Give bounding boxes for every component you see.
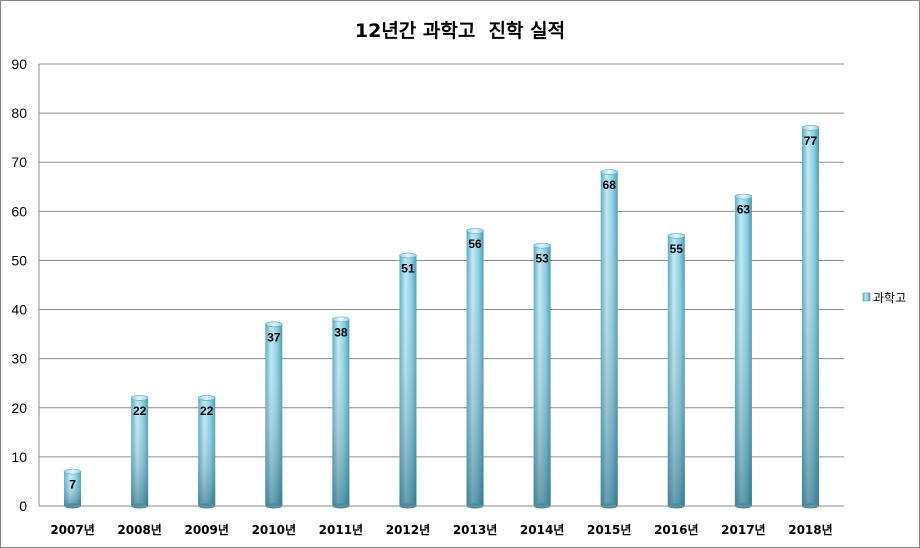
x-tick-label: 2016년 [654,523,698,537]
bar-shade [332,319,350,506]
y-tick-label: 0 [19,498,27,514]
bar-shade [64,471,82,506]
data-label: 51 [401,262,415,276]
bar-cap [130,395,149,401]
x-tick-label: 2015년 [587,523,631,537]
x-tick-label: 2011년 [319,523,363,537]
bar-cap [399,252,417,259]
y-tick-label: 30 [11,351,27,367]
bar-shade [667,235,685,506]
bar-shade [131,397,149,506]
data-label: 7 [69,478,76,492]
data-label: 68 [603,178,617,192]
bar-shade [265,324,283,506]
bar-shade [198,397,216,506]
y-tick-label: 50 [11,252,27,268]
bar [332,316,350,509]
bar [197,395,216,509]
bar-shade [533,245,551,506]
bar-cap [600,169,619,175]
x-axis: 2007년 2008년 2009년 2010년 2011년 2012년 2013년 2014년… [39,505,844,537]
x-tick-label: 2014년 [520,523,564,537]
bar [667,233,686,509]
legend-label: 과학고 [873,291,906,305]
y-tick-label: 20 [11,400,27,416]
bar-cap [264,321,283,328]
y-axis: 0 10 20 30 40 50 60 70 80 90 [11,56,40,514]
y-tick-label: 40 [11,302,27,318]
bar [264,321,283,509]
bar-shade [399,255,417,506]
x-tick-label: 2017년 [721,523,765,537]
bar-cap [197,395,216,401]
bar-cap [332,316,350,323]
x-tick-label: 2012년 [386,523,430,537]
legend: 과학고 [862,291,906,305]
x-tick-label: 2008년 [117,523,161,537]
data-label: 22 [200,404,214,418]
legend-swatch [862,292,871,302]
x-tick-label: 2007년 [50,523,94,537]
data-label: 55 [670,242,684,256]
bar-shade [600,172,618,507]
bar-cap [63,468,82,475]
bar [600,169,619,509]
bar-cap [466,228,484,234]
bar [466,228,484,509]
bar [801,125,820,509]
y-tick-label: 90 [11,56,27,72]
bar-shade [801,127,819,506]
data-label: 63 [737,203,751,217]
bar-shade [466,230,484,506]
bars: 7 22 22 37 38 51 56 53 68 55 63 77 [63,125,820,509]
bar-cap [533,242,551,249]
x-tick-label: 2010년 [252,523,296,537]
bar-cap [667,233,686,239]
y-tick-label: 80 [11,105,27,121]
bar-shade [734,196,752,506]
data-label: 56 [468,237,482,251]
data-label: 22 [133,404,147,418]
gridlines [39,63,844,507]
data-label: 77 [804,134,818,148]
x-tick-label: 2009년 [184,523,228,537]
data-label: 38 [334,325,348,339]
y-tick-label: 10 [11,449,27,465]
y-tick-label: 60 [11,203,27,219]
bar [399,252,417,509]
x-tick-label: 2013년 [453,523,497,537]
x-tick-label: 2018년 [788,523,832,537]
bar [130,395,149,509]
y-tick-label: 70 [11,154,27,170]
data-label: 53 [535,252,549,266]
bar-cap [734,193,753,200]
data-label: 37 [267,330,281,344]
chart-title: 12년간 과학고 진학 실적 [355,20,565,42]
bar-cap [801,125,820,131]
bar [533,242,551,509]
bar [734,193,753,509]
